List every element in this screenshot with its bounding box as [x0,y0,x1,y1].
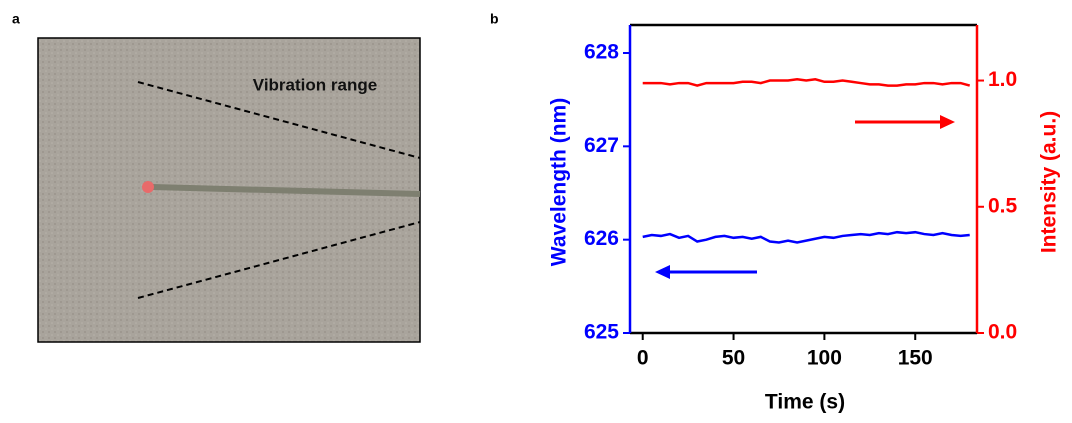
x-axis-title: Time (s) [765,391,845,414]
series-line [642,230,970,244]
annotation: Vibration range [253,75,377,94]
x-tick-label: 0 [637,347,649,370]
y2-tick-label: 1.0 [988,68,1017,91]
series-line [642,78,971,87]
y2-tick-label: 0.0 [988,321,1017,344]
light-spot [142,181,154,193]
range-line [137,221,421,299]
y-tick-label: 625 [584,321,619,344]
range-line [137,81,421,159]
x-tick-label: 100 [807,347,842,370]
y2-tick-label: 0.5 [988,194,1018,217]
arrow-head [940,115,955,129]
x-tick-label: 50 [722,347,745,370]
panel-label: a [12,11,20,27]
fiber [151,184,421,197]
chart: Time (s) Wavelength (nm) Intensity (a.u.… [548,98,1061,414]
arrow-head [655,265,670,279]
y-tick-label: 628 [584,41,619,64]
photo: Vibration range [37,37,421,343]
panel-label: b [490,11,499,27]
y2-axis-title: Intensity (a.u.) [1038,111,1061,253]
y-axis-title: Wavelength (nm) [548,98,571,266]
y-tick-label: 626 [584,227,619,250]
x-tick-label: 150 [898,347,933,370]
y-tick-label: 627 [584,134,619,157]
